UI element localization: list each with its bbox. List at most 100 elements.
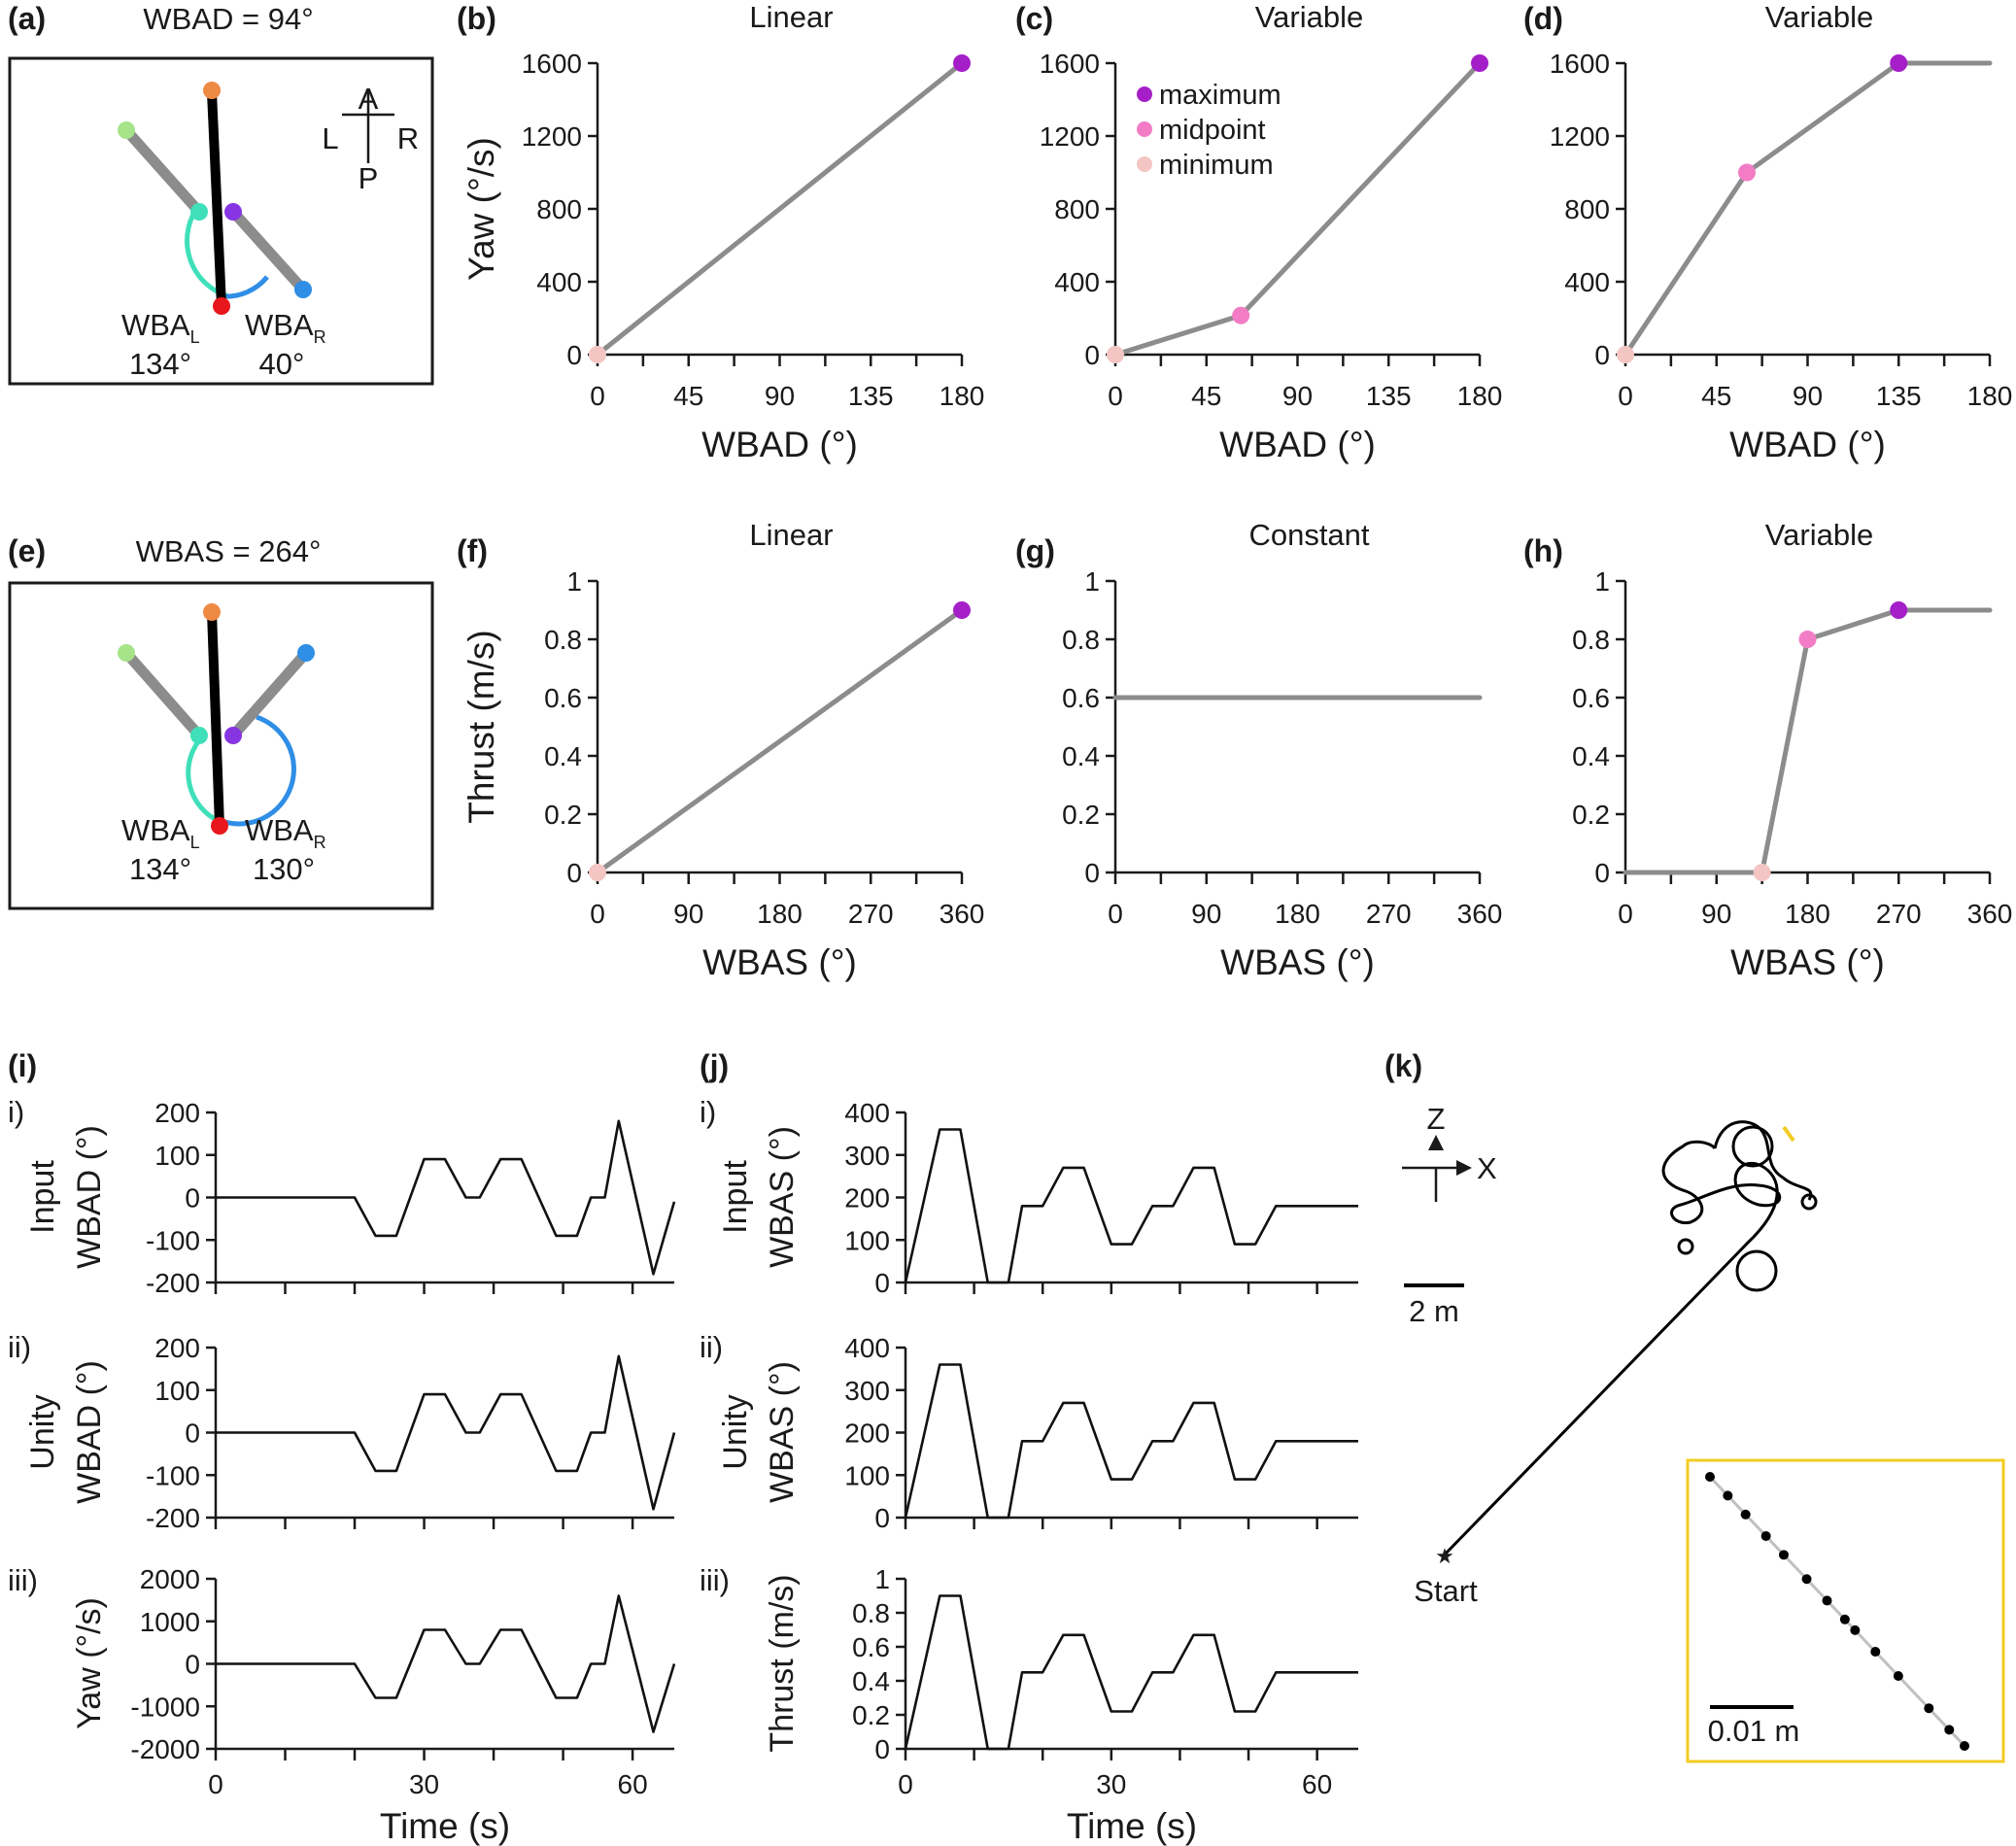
chart-j2: 0 100 200 300 400 [844,1333,1358,1533]
left-wing-hinge [190,203,208,221]
y-tick-label: 400 [536,267,582,297]
y-tick-label: 100 [844,1225,890,1255]
wba-right-value: 130° [253,852,315,886]
series-line [1623,60,1993,358]
point-midpoint [1232,306,1250,325]
y-tick-label: 0.4 [1572,741,1610,771]
y-tick-label: -2000 [130,1734,200,1764]
y-tick-label: 100 [844,1460,890,1490]
trajectory-panel: Z X 2 m ★ Start 0.01 m [1402,1102,2005,1763]
chart-g: 0 0.2 0.4 0.6 0.8 1 0 90 180 270 360 Constant WBAS (… [1062,518,1502,982]
y-tick-label: 1200 [1040,121,1100,152]
sublabel-j-3: iii) [700,1563,730,1597]
y-tick-label: 400 [1054,267,1100,297]
x-axis-label: X [1477,1151,1497,1185]
y-tick-label: 200 [844,1419,890,1449]
wba-right-arc [221,275,269,299]
point-maximum [953,601,971,619]
y-tick-label: 300 [844,1141,890,1171]
trajectory-inset: 0.01 m [1686,1458,2005,1763]
point-minimum [1107,346,1124,363]
y-tick-label: 0 [874,1268,890,1298]
y-tick-label: 1600 [522,49,582,79]
point-maximum [1890,601,1908,619]
wba-left-arc [185,203,229,299]
panel-letter-i: (i) [8,1048,37,1083]
wba-right-label: WBAR [245,813,326,852]
series-line [595,60,965,358]
y-tick-label: 0.4 [544,741,582,771]
y-tick-label: 0.6 [544,683,582,713]
legend-maximum-label: maximum [1159,80,1281,111]
sublabel-i-1: i) [8,1095,24,1129]
x-tick-label: 90 [1282,381,1313,411]
head-marker [203,82,221,99]
x-tick-label: 90 [1191,899,1221,929]
y-tick-label: 0.4 [1062,741,1100,771]
x-tick-label: 30 [409,1769,439,1799]
y-tick-label: 1 [874,1564,890,1594]
wba-left-value: 134° [129,852,191,886]
inset-sample-point [1760,1530,1771,1541]
y-tick-label: 0 [1594,340,1610,370]
y-tick-label: 2000 [140,1564,200,1594]
inset-scale-label: 0.01 m [1708,1714,1800,1748]
legend-maximum-marker [1137,86,1152,102]
loop-small-right [1800,1193,1818,1211]
inset-sample-point [1801,1574,1812,1585]
legend-minimum-label: minimum [1159,150,1274,181]
x-tick-label: 270 [1876,899,1922,929]
right-wing-tip [297,644,315,662]
loop-upper [1731,1125,1774,1168]
right-wing-hinge [224,727,242,744]
right-wing-bar [227,206,309,295]
x-tick-label: 270 [1366,899,1412,929]
x-tick-label: 0 [1618,381,1633,411]
x-tick-label: 0 [898,1769,913,1799]
rowlabel-i-2a: Unity [24,1394,61,1469]
chart-f: 0 0.2 0.4 0.6 0.8 1 0 90 180 270 360 Linear WBAS (°)… [461,518,984,982]
y-tick-label: 0 [185,1183,200,1214]
y-tick-label: 0.2 [1062,800,1100,830]
wba-right-label: WBAR [245,308,326,347]
rowlabel-i-1b: WBAD (°) [71,1125,108,1269]
y-tick-label: 1000 [140,1607,200,1637]
panel-letter-e: (e) [8,533,46,568]
x-tick-label: 0 [208,1769,223,1799]
sublabel-j-1: i) [700,1095,716,1129]
legend-minimum-marker [1137,156,1152,172]
schematic-frame-e [8,581,434,910]
chart-h: 0 0.2 0.4 0.6 0.8 1 0 90 180 270 360 Variable WBAS (… [1572,518,2012,982]
x-axis-label: Time (s) [1067,1806,1197,1846]
y-tick-label: 1200 [522,121,582,152]
panel-letter-k: (k) [1384,1048,1422,1083]
y-tick-label: -1000 [130,1692,200,1722]
y-tick-label: 0.6 [1062,683,1100,713]
loop-lower [1735,1249,1778,1292]
right-wing-bar [227,647,312,741]
y-tick-label: 800 [1564,194,1610,224]
x-tick-label: 45 [1701,381,1731,411]
compass-r: R [397,121,419,155]
x-tick-label: 90 [673,899,703,929]
wba-left-label: WBAL [121,813,200,852]
body-axis [207,611,224,827]
inset-sample-point [1839,1614,1850,1624]
y-tick-label: 0 [185,1650,200,1680]
tail-marker [213,297,230,315]
x-tick-label: 180 [1785,899,1830,929]
panel-letter-f: (f) [457,533,488,568]
panel-letter-g: (g) [1015,533,1055,568]
x-axis-label: Time (s) [380,1806,510,1846]
chart-title: Variable [1765,0,1873,34]
y-tick-label: 400 [844,1333,890,1363]
left-wing-bar [120,647,205,741]
timeseries-labels: i) ii) iii) Input WBAD (°) Unity WBAD (°… [8,1095,801,1753]
x-tick-label: 180 [1457,381,1503,411]
inset-sample-point [1822,1595,1832,1606]
wba-right-value: 40° [259,347,305,381]
x-tick-label: 0 [1108,381,1123,411]
y-tick-label: 1 [1084,566,1100,597]
rowlabel-j-1a: Input [717,1160,754,1234]
